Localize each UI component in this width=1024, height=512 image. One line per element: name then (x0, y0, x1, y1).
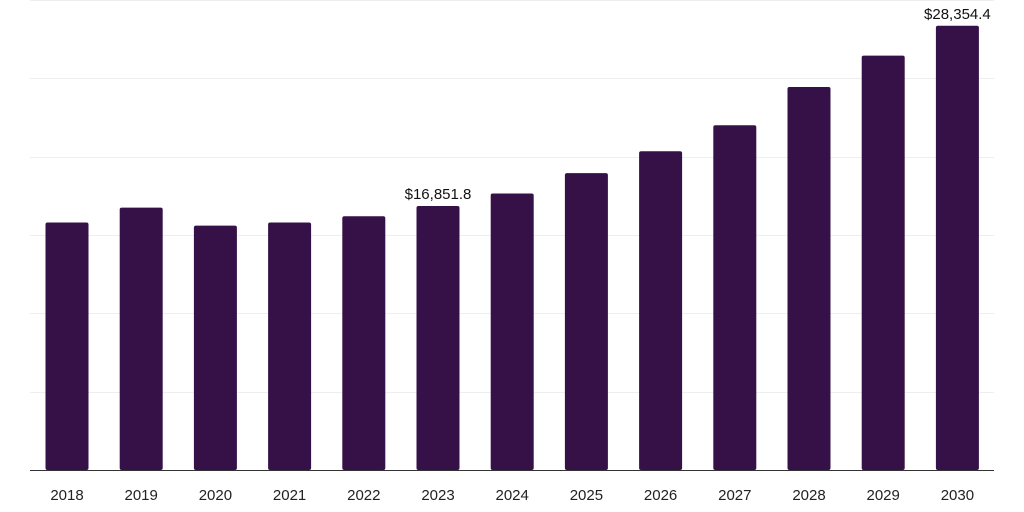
bars (45, 25, 979, 471)
bar-2028 (787, 87, 831, 470)
x-tick-label-2022: 2022 (347, 487, 380, 504)
bar-2020 (193, 225, 237, 470)
x-tick-label-2021: 2021 (273, 487, 306, 504)
x-tick-label-2030: 2030 (941, 487, 974, 504)
x-tick-label-2025: 2025 (570, 487, 603, 504)
x-tick-label-2026: 2026 (644, 487, 677, 504)
x-tick-label-2028: 2028 (792, 487, 825, 504)
bar-2030 (935, 25, 979, 471)
bar-2026 (639, 151, 683, 470)
bar-2021 (268, 222, 312, 470)
bar-2025 (564, 173, 608, 470)
x-tick-label-2020: 2020 (199, 487, 232, 504)
x-tick-label-2023: 2023 (421, 487, 454, 504)
bar-2024 (490, 193, 534, 470)
bar-2023 (416, 206, 460, 470)
x-tick-labels: 2018 2019 2020 2021 2022 2023 2024 2025 2026 2027… (50, 487, 974, 504)
bar-2027 (713, 125, 757, 471)
data-labels: $16,851.8 $28,354.4 (405, 6, 991, 203)
data-label-2030: $28,354.4 (924, 6, 991, 23)
bar-2019 (119, 207, 163, 470)
x-tick-label-2018: 2018 (50, 487, 83, 504)
bar-2018 (45, 222, 89, 470)
x-tick-label-2029: 2029 (867, 487, 900, 504)
x-tick-label-2024: 2024 (496, 487, 529, 504)
data-label-2023: $16,851.8 (405, 186, 472, 203)
bar-2029 (861, 55, 905, 470)
x-tick-label-2027: 2027 (718, 487, 751, 504)
bar-2022 (342, 216, 386, 470)
x-tick-label-2019: 2019 (125, 487, 158, 504)
